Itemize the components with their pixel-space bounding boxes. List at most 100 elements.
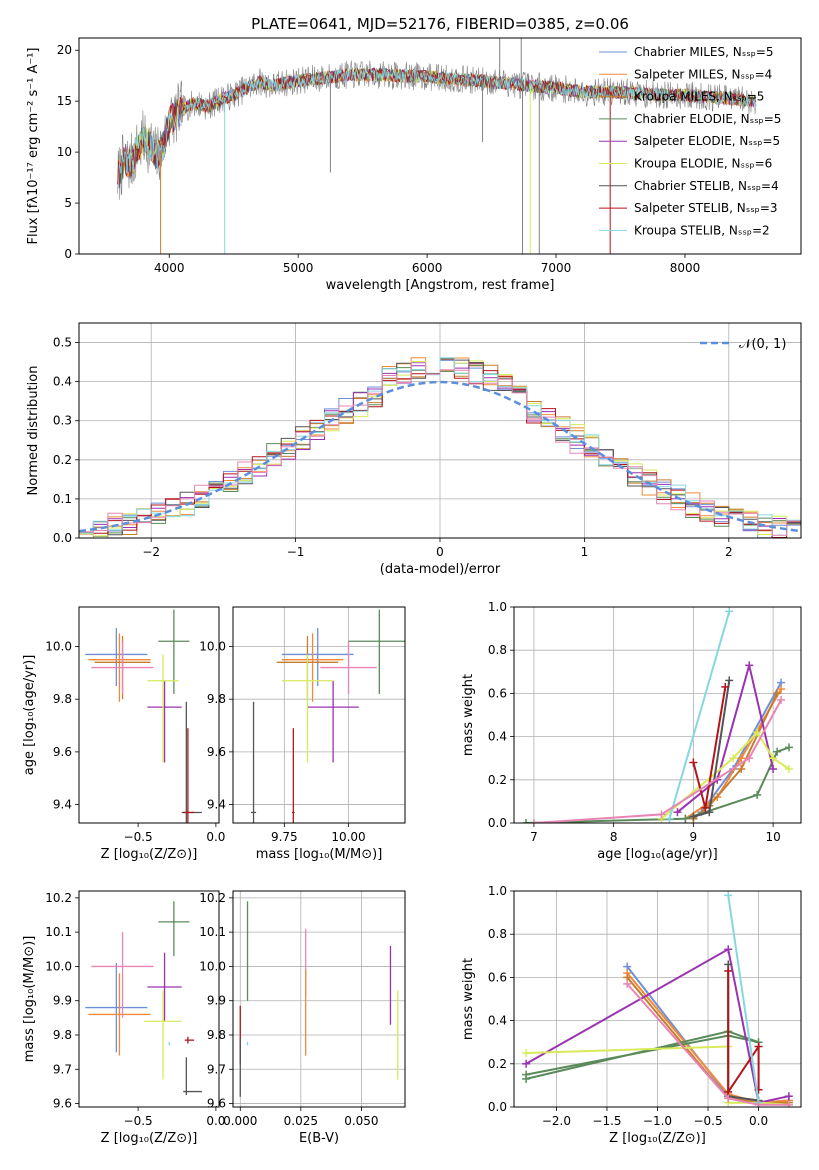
- weight-point-marker: [754, 1100, 763, 1107]
- weight-vs-age-panel: 7 8 9 10 0.0 0.2 0.4 0.6 0.8 1.0 age [log₁₀(age/yr…: [461, 600, 802, 862]
- plot-content: [85, 609, 202, 823]
- y-tick-label: 0.4: [53, 375, 72, 389]
- y-axis-label: mass weight: [461, 674, 476, 756]
- legend: 𝒩(0, 1): [700, 337, 786, 352]
- errorbar-point: [85, 628, 148, 687]
- errorbar-point: [281, 654, 334, 763]
- axes-frame: [513, 890, 802, 1108]
- y-tick-label: 10.1: [199, 925, 226, 939]
- y-tick-label: 9.6: [53, 745, 72, 759]
- y-tick-label: 0.6: [488, 686, 507, 700]
- plot-content: [85, 901, 202, 1095]
- legend-entry: Kroupa ELODIE, Nₛₛₚ=6: [634, 157, 772, 171]
- x-axis-label: (data-model)/error: [380, 562, 501, 577]
- x-axis-label: Z [log₁₀(Z/Z⊙)]: [609, 1131, 706, 1146]
- weight-point-marker: [737, 765, 746, 773]
- y-tick-label: 9.4: [207, 798, 226, 812]
- y-tick-label: 0.1: [53, 492, 72, 506]
- weight-point-marker: [785, 743, 794, 752]
- y-tick-label: 0.6: [488, 970, 507, 984]
- y-tick-label: 9.9: [207, 994, 226, 1008]
- axes-frame: [78, 322, 802, 539]
- y-tick-label: 10.1: [45, 925, 72, 939]
- weight-point-marker: [529, 819, 538, 823]
- weight-point-marker: [665, 814, 674, 823]
- weight-point-marker: [784, 1092, 793, 1101]
- weight-point-marker: [745, 661, 754, 670]
- weight-point-marker: [773, 747, 782, 756]
- x-tick-label: 0.0: [206, 1114, 225, 1128]
- weight-point-marker: [777, 695, 786, 704]
- plot-background: [233, 607, 405, 823]
- x-tick-label: 0.050: [344, 1114, 378, 1128]
- x-axis-label: Z [log₁₀(Z/Z⊙)]: [101, 1131, 198, 1146]
- plot-content: [117, 38, 757, 254]
- errorbar-point: [158, 609, 190, 694]
- x-tick-label: −2.0: [542, 1114, 571, 1128]
- x-tick-label: 0.025: [284, 1114, 318, 1128]
- errorbar-point: [85, 963, 148, 1053]
- y-tick-label: 1.0: [488, 884, 507, 898]
- legend-entry: Kroupa STELIB, Nₛₛₚ=2: [634, 223, 770, 237]
- plot-background: [514, 607, 801, 823]
- axes-frame: [232, 890, 406, 1108]
- x-tick-label: 7: [530, 830, 538, 844]
- y-tick-label: 9.6: [207, 745, 226, 759]
- y-tick-label: 10.2: [45, 891, 72, 905]
- weight-point-marker: [522, 1059, 531, 1068]
- legend-entry: Kroupa MILES, Nₛₛₚ=5: [634, 90, 764, 104]
- y-tick-label: 9.7: [207, 1062, 226, 1076]
- errorbar-point: [91, 641, 154, 694]
- weight-point-marker: [724, 1094, 733, 1103]
- residual-histogram-series: [79, 362, 801, 536]
- mass-vs-metallicity-panel: −0.5 0.0 9.6 9.7 9.8 9.9 10.0 10.1 10.2 Z [log₁₀(…: [22, 890, 225, 1146]
- y-tick-label: 0.4: [488, 730, 507, 744]
- weight-point-marker: [522, 1070, 531, 1079]
- weight-point-marker: [753, 790, 762, 799]
- y-axis-label: age [log₁₀(age/yr)]: [22, 655, 37, 776]
- legend-entry: Chabrier MILES, Nₛₛₚ=5: [634, 45, 774, 59]
- plot-content: [239, 901, 399, 1097]
- y-tick-label: 0: [64, 247, 72, 261]
- legend-entry: Chabrier STELIB, Nₛₛₚ=4: [634, 179, 779, 193]
- axes-frame: [232, 606, 406, 824]
- y-tick-label: 9.8: [207, 692, 226, 706]
- axes-frame: [78, 890, 220, 1108]
- weight-series: [529, 695, 786, 823]
- x-tick-label: −1.5: [592, 1114, 621, 1128]
- weight-point-marker: [705, 808, 714, 817]
- errorbar-point: [281, 633, 344, 702]
- weight-point-marker: [729, 754, 738, 763]
- axes-frame: [513, 606, 802, 824]
- x-tick-label: 2: [725, 545, 733, 559]
- errorbar-point: [320, 641, 377, 694]
- plot-content: [250, 609, 405, 823]
- errorbar-point: [147, 952, 182, 1022]
- weight-point-marker: [769, 754, 778, 763]
- legend-entry: Salpeter ELODIE, Nₛₛₚ=5: [634, 134, 780, 148]
- errorbar-point: [144, 990, 182, 1080]
- y-tick-label: 0.2: [488, 1057, 507, 1071]
- weight-point-marker: [737, 754, 746, 763]
- mass-vs-reddening-panel: 0.000 0.025 0.050 9.6 9.7 9.8 9.9 10.0 10.1 10.2 E…: [199, 890, 406, 1146]
- y-tick-label: 10.0: [199, 959, 226, 973]
- plot-content: [521, 607, 794, 823]
- y-tick-label: 0.4: [488, 1014, 507, 1028]
- y-tick-label: 9.4: [53, 798, 72, 812]
- weight-point-marker: [689, 812, 698, 821]
- x-axis-label: E(B-V): [299, 1131, 339, 1146]
- y-tick-label: 10.0: [45, 959, 72, 973]
- weight-point-marker: [721, 682, 730, 691]
- errorbar-point: [184, 1036, 195, 1044]
- y-tick-label: 10: [57, 145, 72, 159]
- y-tick-label: 0.2: [53, 453, 72, 467]
- y-tick-label: 9.7: [53, 1062, 72, 1076]
- weight-series: [623, 979, 793, 1107]
- y-tick-label: 9.8: [207, 1028, 226, 1042]
- weight-point-marker: [745, 754, 754, 763]
- residual-histogram-series: [79, 357, 801, 536]
- errorbar-point: [183, 728, 195, 823]
- normal-reference-curve: [79, 380, 801, 533]
- weight-point-marker: [724, 891, 733, 900]
- weight-point-marker: [777, 685, 786, 694]
